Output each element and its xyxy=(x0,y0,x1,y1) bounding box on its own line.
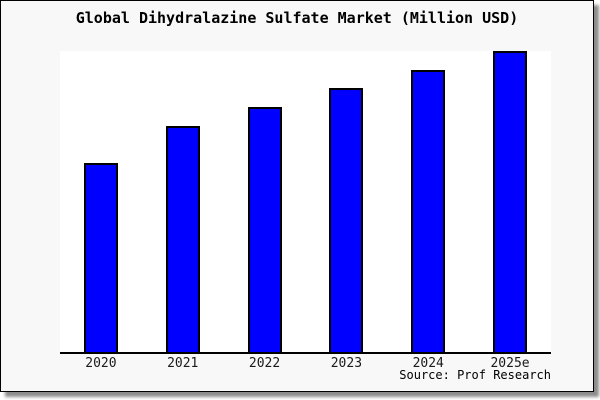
plot-area xyxy=(60,51,551,354)
bar-slot-2024 xyxy=(387,51,469,352)
bar-slot-2022 xyxy=(224,51,306,352)
bar-slot-2023 xyxy=(305,51,387,352)
bars-container xyxy=(60,51,551,352)
chart-title: Global Dihydralazine Sulfate Market (Mil… xyxy=(75,9,519,27)
bar-2020 xyxy=(83,162,118,352)
x-axis-label-2023: 2023 xyxy=(330,356,363,371)
bar-2025e xyxy=(493,51,528,352)
source-text: Source: Prof Research xyxy=(399,368,551,382)
x-axis-label-2022: 2022 xyxy=(248,356,281,371)
bar-slot-2021 xyxy=(142,51,224,352)
x-axis-label-2020: 2020 xyxy=(85,356,117,371)
x-axis-label-2021: 2021 xyxy=(167,356,199,371)
bar-2024 xyxy=(411,69,446,352)
bar-slot-2020 xyxy=(60,51,142,352)
bar-2022 xyxy=(247,107,282,352)
x-axis-labels: 2020 2021 2022 2023 2024 2025e xyxy=(60,356,551,371)
bar-slot-2025e xyxy=(469,51,551,352)
bar-2023 xyxy=(329,88,364,352)
bar-2021 xyxy=(165,125,200,352)
x-axis-label-2024: 2024 xyxy=(412,356,444,371)
chart-canvas: Global Dihydralazine Sulfate Market (Mil… xyxy=(0,0,594,392)
x-axis-label-2025e: 2025e xyxy=(490,356,530,371)
